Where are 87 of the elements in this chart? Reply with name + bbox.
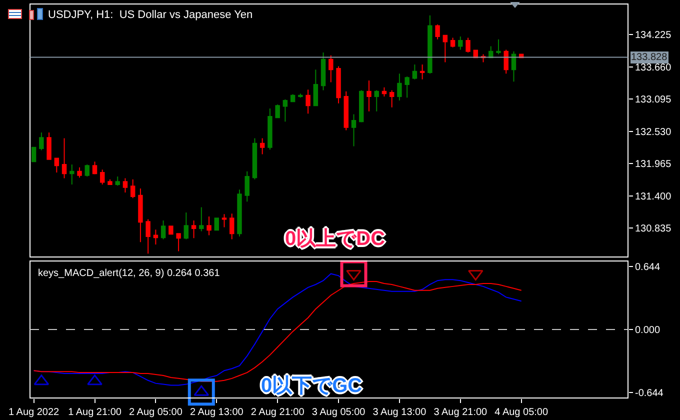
candlestick <box>70 164 74 185</box>
candlestick <box>54 158 60 173</box>
candlestick <box>359 90 364 123</box>
candlestick <box>397 73 402 102</box>
candlestick <box>100 169 105 185</box>
candlestick <box>92 161 98 175</box>
candlestick <box>199 206 204 232</box>
candlestick <box>222 214 227 228</box>
candlestick <box>230 213 234 240</box>
candlestick <box>39 132 44 151</box>
candlestick <box>511 50 516 82</box>
candlestick <box>282 98 288 122</box>
x-tick-label: 1 Aug 21:00 <box>68 407 122 418</box>
candlestick <box>504 49 508 74</box>
point <box>340 260 368 288</box>
candlestick <box>184 212 189 240</box>
chart-title: USDJPY, H1: US Dollar vs Japanese Yen <box>48 8 253 21</box>
x-tick-label: 3 Aug 13:00 <box>372 407 427 418</box>
candlestick <box>382 86 387 98</box>
x-tick-label: 3 Aug 21:00 <box>434 407 488 418</box>
candlestick <box>442 34 448 63</box>
candlestick <box>428 14 432 74</box>
point <box>87 374 102 386</box>
y-tick-label: 132.530 <box>635 126 672 138</box>
ref-line-label: 133.828 <box>631 52 668 63</box>
candlestick <box>351 114 356 147</box>
x-tick-label: 2 Aug 13:00 <box>190 407 244 418</box>
candlestick <box>336 66 341 104</box>
candlestick <box>366 80 372 112</box>
candlestick <box>153 229 158 245</box>
y-tick-label: 130.835 <box>635 224 672 235</box>
candlestick <box>46 132 52 160</box>
candlestick <box>77 166 82 178</box>
annotation: 0以上でDC <box>285 228 386 250</box>
candlestick <box>268 108 272 150</box>
annotation: 0以下でGC <box>261 375 362 397</box>
candlestick <box>466 37 470 54</box>
candlestick <box>450 37 456 48</box>
candlestick <box>244 170 250 202</box>
candlestick <box>344 90 349 131</box>
candlestick <box>31 146 36 162</box>
x-tick-label: 4 Aug 05:00 <box>494 407 548 418</box>
y-tick-label: -0.644 <box>635 388 664 400</box>
candlestick <box>176 233 181 252</box>
candlestick <box>146 218 150 254</box>
candlestick <box>206 216 212 236</box>
candlestick <box>130 178 136 199</box>
candlestick <box>214 217 219 231</box>
y-tick-label: 0.000 <box>635 325 660 336</box>
candlestick <box>252 138 258 180</box>
candlestick <box>404 76 410 98</box>
candlestick <box>138 188 143 243</box>
candlestick <box>389 90 394 108</box>
candlestick <box>420 64 425 80</box>
candlestick <box>62 138 67 179</box>
candlestick <box>237 189 242 237</box>
candlestick <box>412 64 418 80</box>
y-tick-label: 134.225 <box>635 30 672 42</box>
candlestick <box>435 24 440 40</box>
candlestick <box>84 164 90 177</box>
y-tick-label: 0.644 <box>635 262 660 273</box>
x-tick-label: 2 Aug 21:00 <box>250 407 305 418</box>
candlestick <box>290 94 296 102</box>
annotation: keys_MACD_alert(12, 26, 9) 0.264 0.361 <box>38 268 220 279</box>
candlestick <box>306 89 310 114</box>
y-tick-label: 133.095 <box>635 94 672 106</box>
x-tick-label: 3 Aug 05:00 <box>312 407 366 418</box>
candlestick <box>191 220 196 239</box>
x-tick-label: 1 Aug 2022 <box>8 407 60 418</box>
candlestick <box>298 93 303 98</box>
candlestick <box>122 178 128 193</box>
candlestick <box>275 104 280 118</box>
candlestick <box>160 220 166 240</box>
candlestick <box>168 225 174 235</box>
x-tick-label: 2 Aug 05:00 <box>128 407 183 418</box>
candlestick <box>328 54 334 83</box>
y-tick-label: 131.400 <box>635 191 672 202</box>
y-tick-label: 131.965 <box>635 159 672 170</box>
candlestick <box>115 176 120 186</box>
candlestick <box>108 178 112 185</box>
y-tick-label: 133.660 <box>635 62 672 74</box>
candlestick <box>496 38 501 55</box>
candlestick <box>374 90 379 112</box>
candlestick <box>320 52 326 91</box>
candlestick <box>313 69 318 106</box>
candlestick <box>260 138 265 155</box>
candlestick <box>458 36 463 50</box>
